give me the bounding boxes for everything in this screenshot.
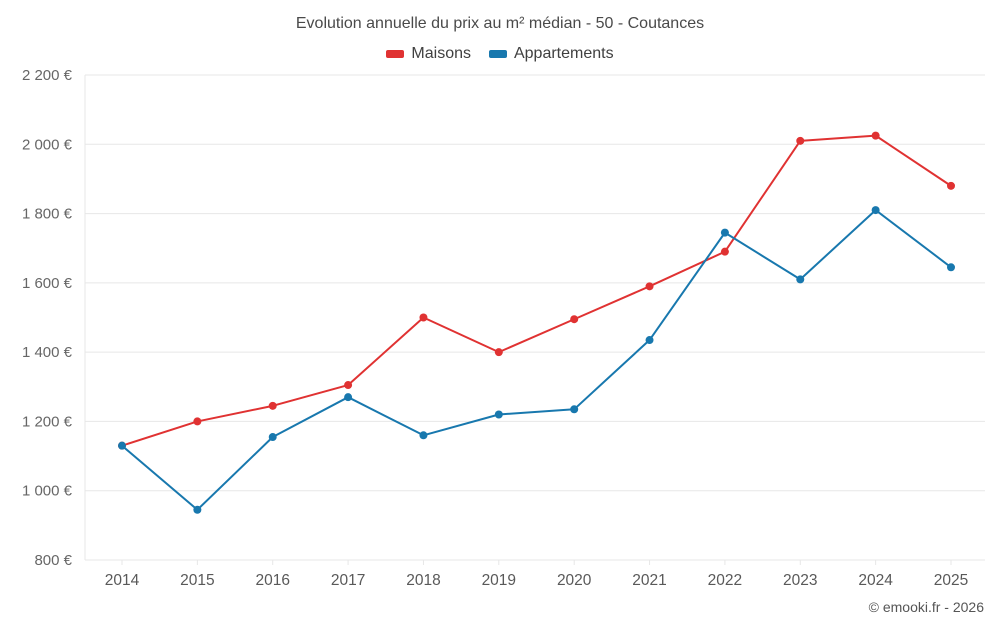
data-point-appartements[interactable] [720,228,729,237]
data-point-appartements[interactable] [118,441,126,450]
x-tick-label: 2016 [255,572,289,589]
data-point-appartements[interactable] [796,275,805,284]
data-point-maisons[interactable] [193,417,202,426]
data-point-maisons[interactable] [419,313,428,322]
legend-item-maisons[interactable]: Maisons [386,45,471,63]
x-tick-label: 2018 [406,572,440,589]
data-point-appartements[interactable] [947,263,955,272]
chart-legend: Maisons Appartements [0,45,1000,63]
data-point-maisons[interactable] [947,181,955,190]
footer-credit: © emooki.fr - 2026 [868,599,984,615]
x-tick-label: 2020 [557,572,592,589]
y-tick-label: 2 200 € [22,67,73,84]
legend-marker-appartements [488,50,507,58]
data-point-maisons[interactable] [796,136,805,145]
legend-marker-maisons [386,50,405,58]
y-tick-label: 1 800 € [22,206,73,223]
legend-label-maisons: Maisons [411,45,471,62]
y-tick-label: 1 400 € [22,344,73,361]
x-tick-label: 2025 [934,572,968,589]
data-point-maisons[interactable] [268,401,277,410]
x-tick-label: 2014 [105,572,140,589]
data-point-appartements[interactable] [645,336,654,345]
x-tick-label: 2019 [482,572,516,589]
y-tick-label: 2 000 € [22,136,73,153]
legend-item-appartements[interactable]: Appartements [488,45,614,63]
data-point-appartements[interactable] [494,410,503,419]
x-tick-label: 2017 [331,572,365,589]
data-point-appartements[interactable] [419,431,428,440]
data-point-appartements[interactable] [268,433,277,442]
data-point-maisons[interactable] [645,282,654,291]
x-tick-label: 2023 [783,572,817,589]
series-line-appartements [121,209,952,511]
x-tick-label: 2021 [632,572,666,589]
y-tick-label: 1 600 € [22,275,73,292]
data-point-maisons[interactable] [871,131,880,140]
data-point-appartements[interactable] [344,393,353,402]
x-tick-label: 2015 [180,572,214,589]
data-point-maisons[interactable] [720,247,729,256]
y-tick-label: 800 € [34,552,72,569]
series-line-maisons [121,134,952,447]
y-tick-label: 1 200 € [22,413,73,430]
x-tick-label: 2024 [858,572,893,589]
data-point-maisons[interactable] [494,348,503,357]
data-point-maisons[interactable] [570,315,579,324]
x-tick-label: 2022 [708,572,742,589]
legend-label-appartements: Appartements [513,45,614,62]
data-point-appartements[interactable] [193,505,202,514]
data-point-appartements[interactable] [871,206,880,215]
data-point-maisons[interactable] [344,381,353,390]
y-tick-label: 1 000 € [22,483,73,500]
chart-title: Evolution annuelle du prix au m² médian … [295,15,705,32]
data-point-appartements[interactable] [570,405,579,414]
